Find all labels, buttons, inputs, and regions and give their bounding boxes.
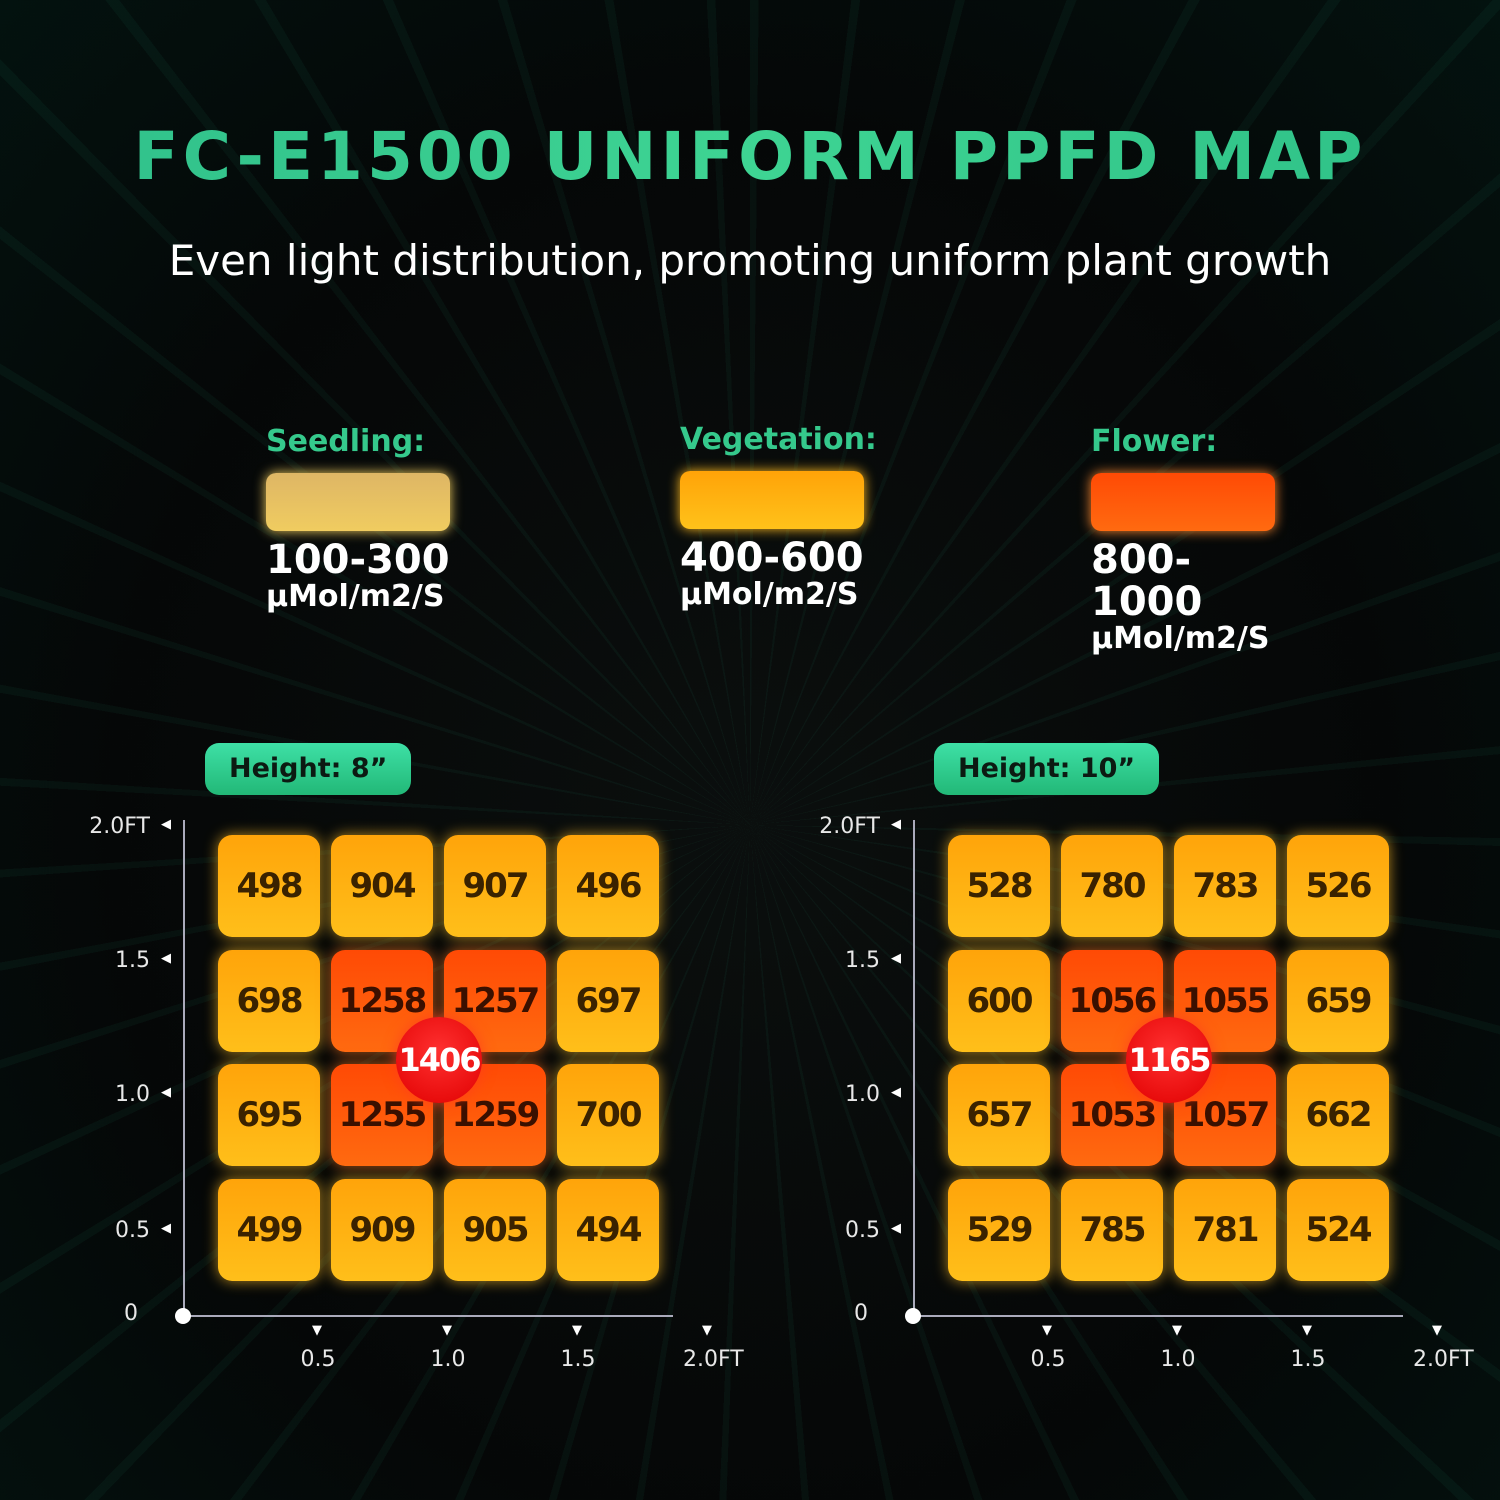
ppfd-cell: 526 <box>1287 835 1389 937</box>
legend-swatch <box>1091 473 1275 531</box>
ppfd-cell: 783 <box>1174 835 1276 937</box>
y-tick-label: 1.0 <box>845 1082 880 1107</box>
x-tick-label: 0.5 <box>1030 1347 1066 1372</box>
y-axis <box>183 820 185 1315</box>
ppfd-cell: 600 <box>948 950 1050 1052</box>
legend-unit: µMol/m2/S <box>266 579 445 614</box>
legend-label: Flower: <box>1091 424 1218 459</box>
x-tick-marker: ▼ <box>1302 1323 1312 1338</box>
legend-seedling: Seedling: 100-300 µMol/m2/S <box>266 424 466 613</box>
height-badge-8: Height: 8” <box>205 743 412 795</box>
page-title: FC-E1500 UNIFORM PPFD MAP <box>0 118 1500 195</box>
ppfd-cell: 907 <box>444 835 546 937</box>
y-tick-label: 0 <box>124 1301 138 1326</box>
x-tick-label: 1.0 <box>1160 1347 1196 1372</box>
x-tick-marker: ▼ <box>442 1323 452 1338</box>
y-tick-marker: ◀ <box>161 817 171 832</box>
x-tick-label: 0.5 <box>300 1347 336 1372</box>
ppfd-cell: 1056 <box>1061 950 1163 1052</box>
y-tick-marker: ◀ <box>891 817 901 832</box>
legend-label: Seedling: <box>266 424 426 459</box>
center-ppfd-value: 1165 <box>1126 1017 1212 1103</box>
ppfd-cell: 785 <box>1061 1179 1163 1281</box>
legend-label: Vegetation: <box>680 422 877 457</box>
ppfd-cell: 528 <box>948 835 1050 937</box>
legend-swatch <box>680 471 864 529</box>
legend-swatch <box>266 473 450 531</box>
y-tick-label: 2.0FT <box>819 814 880 839</box>
page-subtitle: Even light distribution, promoting unifo… <box>168 236 1332 285</box>
ppfd-cell: 657 <box>948 1064 1050 1166</box>
y-tick-marker: ◀ <box>891 1221 901 1236</box>
legend-vegetation: Vegetation: 400-600 µMol/m2/S <box>680 422 880 611</box>
center-ppfd-value: 1406 <box>396 1017 482 1103</box>
x-tick-label: 1.5 <box>1290 1347 1326 1372</box>
ppfd-cell: 496 <box>557 835 659 937</box>
x-axis <box>183 1315 673 1317</box>
x-tick-marker: ▼ <box>1042 1323 1052 1338</box>
ppfd-cell: 659 <box>1287 950 1389 1052</box>
ppfd-cell: 905 <box>444 1179 546 1281</box>
legend-range: 400-600 <box>680 535 864 581</box>
origin-dot <box>905 1308 921 1324</box>
x-tick-marker: ▼ <box>312 1323 322 1338</box>
y-tick-label: 0.5 <box>115 1218 150 1243</box>
x-tick-label: 2.0FT <box>1413 1347 1474 1372</box>
ppfd-cell: 662 <box>1287 1064 1389 1166</box>
y-tick-marker: ◀ <box>161 951 171 966</box>
ppfd-cell: 697 <box>557 950 659 1052</box>
x-tick-label: 1.0 <box>430 1347 466 1372</box>
y-tick-label: 0 <box>854 1301 868 1326</box>
ppfd-cell: 781 <box>1174 1179 1276 1281</box>
x-tick-label: 2.0FT <box>683 1347 744 1372</box>
y-tick-label: 1.5 <box>845 948 880 973</box>
y-tick-label: 1.0 <box>115 1082 150 1107</box>
ppfd-cell: 909 <box>331 1179 433 1281</box>
x-tick-marker: ▼ <box>1432 1323 1442 1338</box>
y-tick-marker: ◀ <box>891 1085 901 1100</box>
legend-range: 800-1000 <box>1091 537 1203 625</box>
ppfd-cell: 695 <box>218 1064 320 1166</box>
ppfd-cell: 780 <box>1061 835 1163 937</box>
y-tick-marker: ◀ <box>161 1085 171 1100</box>
y-tick-label: 2.0FT <box>89 814 150 839</box>
y-axis <box>913 820 915 1315</box>
ppfd-cell: 499 <box>218 1179 320 1281</box>
y-tick-marker: ◀ <box>891 951 901 966</box>
ppfd-cell: 494 <box>557 1179 659 1281</box>
ppfd-cell: 524 <box>1287 1179 1389 1281</box>
ppfd-cell: 700 <box>557 1064 659 1166</box>
x-tick-marker: ▼ <box>1172 1323 1182 1338</box>
x-tick-marker: ▼ <box>702 1323 712 1338</box>
ppfd-cell: 1255 <box>331 1064 433 1166</box>
legend-flower: Flower: 800-1000 µMol/m2/S <box>1091 424 1291 655</box>
y-tick-marker: ◀ <box>161 1221 171 1236</box>
legend-unit: µMol/m2/S <box>680 577 859 612</box>
ppfd-cell: 904 <box>331 835 433 937</box>
x-tick-label: 1.5 <box>560 1347 596 1372</box>
x-axis <box>913 1315 1403 1317</box>
y-tick-label: 0.5 <box>845 1218 880 1243</box>
height-badge-10: Height: 10” <box>934 743 1160 795</box>
legend-range: 100-300 <box>266 537 450 583</box>
legend-unit: µMol/m2/S <box>1091 621 1270 656</box>
ppfd-cell: 498 <box>218 835 320 937</box>
origin-dot <box>175 1308 191 1324</box>
y-tick-label: 1.5 <box>115 948 150 973</box>
ppfd-cell: 529 <box>948 1179 1050 1281</box>
x-tick-marker: ▼ <box>572 1323 582 1338</box>
ppfd-cell: 698 <box>218 950 320 1052</box>
